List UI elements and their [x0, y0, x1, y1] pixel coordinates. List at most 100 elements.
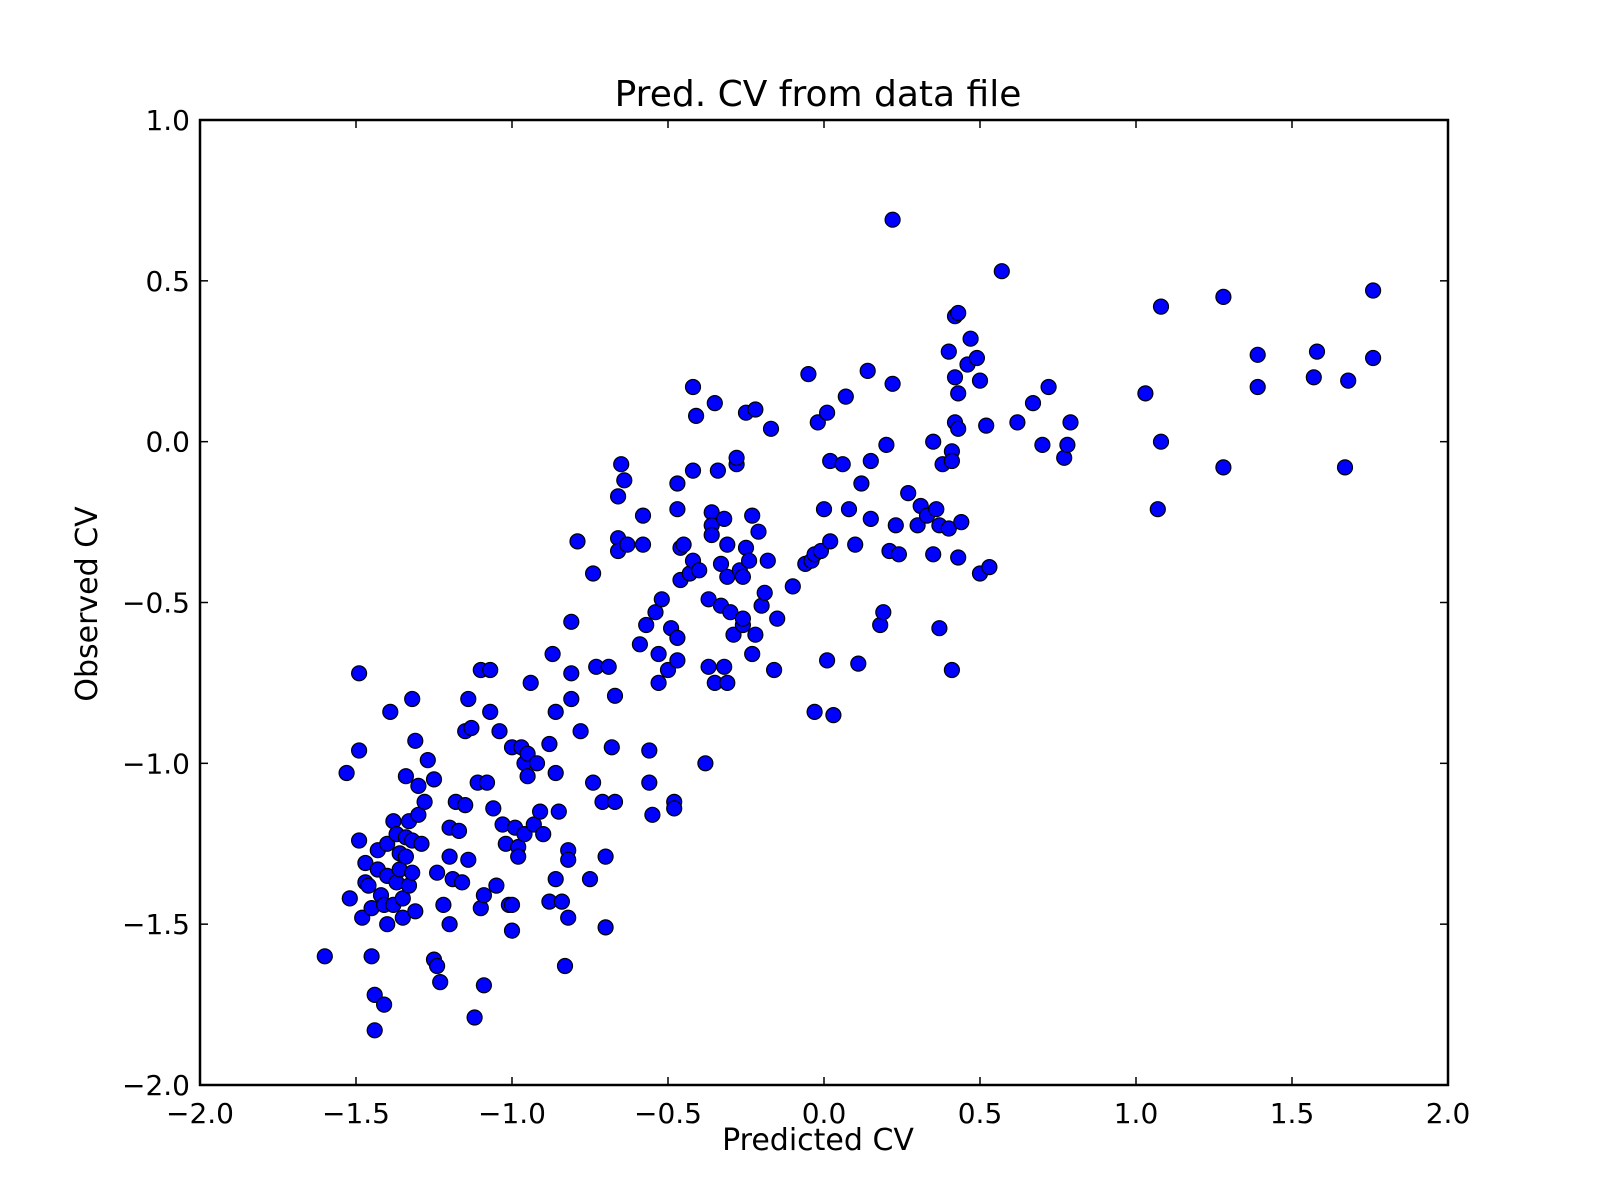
data-point-154: [684, 378, 702, 396]
data-point-145: [669, 629, 686, 647]
data-point-125: [609, 488, 627, 505]
x-tick-label-7: 1.5: [1270, 1097, 1315, 1130]
data-point-90: [522, 674, 539, 692]
data-point-84: [510, 848, 527, 865]
data-point-265: [1149, 501, 1166, 518]
data-point-129: [631, 636, 649, 653]
data-point-264: [1137, 385, 1154, 402]
data-point-92: [528, 755, 546, 772]
data-point-213: [850, 655, 867, 672]
data-point-209: [834, 456, 851, 473]
data-point-230: [925, 546, 942, 563]
data-point-108: [563, 690, 580, 708]
data-point-243: [946, 369, 964, 386]
data-point-103: [556, 957, 574, 975]
data-point-39: [407, 732, 424, 749]
data-point-206: [822, 533, 839, 550]
data-point-166: [712, 555, 730, 573]
data-point-132: [638, 616, 655, 634]
data-point-156: [691, 562, 708, 579]
data-point-258: [1024, 395, 1042, 412]
data-point-106: [560, 851, 577, 868]
data-point-107: [563, 665, 580, 682]
data-point-197: [800, 366, 817, 383]
data-point-114: [584, 565, 602, 582]
data-point-257: [1009, 414, 1026, 431]
data-point-37: [404, 864, 421, 881]
data-point-268: [1215, 288, 1232, 305]
data-point-109: [563, 613, 580, 630]
data-point-71: [482, 703, 499, 721]
data-point-199: [806, 703, 823, 721]
y-axis-label: Observed CV: [70, 506, 105, 702]
data-point-226: [900, 485, 917, 502]
data-point-22: [382, 703, 399, 721]
x-tick-label-3: −0.5: [634, 1097, 702, 1130]
data-point-29: [394, 909, 411, 926]
data-point-120: [603, 739, 620, 756]
data-point-150: [675, 536, 692, 553]
data-point-130: [634, 507, 652, 524]
data-point-267: [1152, 298, 1170, 315]
data-point-2: [341, 890, 358, 907]
data-point-210: [837, 388, 854, 405]
data-point-68: [475, 887, 492, 904]
data-point-52: [441, 916, 458, 933]
data-point-270: [1249, 346, 1266, 363]
data-point-203: [815, 501, 833, 518]
data-point-231: [925, 433, 942, 450]
data-point-128: [619, 536, 636, 553]
data-point-138: [650, 645, 667, 663]
data-point-101: [550, 803, 567, 820]
data-point-246: [950, 385, 967, 402]
data-point-134: [641, 774, 658, 791]
data-point-6: [354, 909, 371, 926]
plot-area: [200, 120, 1448, 1085]
data-point-13: [366, 1022, 383, 1039]
data-point-122: [606, 793, 624, 811]
data-point-74: [488, 877, 505, 894]
data-point-127: [616, 472, 633, 489]
data-point-88: [519, 745, 536, 762]
data-point-7: [357, 854, 374, 872]
x-tick-label-8: 2.0: [1426, 1097, 1471, 1130]
y-tick-label-0: 1.0: [145, 104, 190, 137]
data-point-89: [519, 768, 536, 785]
data-point-176: [728, 449, 745, 466]
data-point-51: [435, 896, 452, 914]
data-point-98: [547, 703, 564, 721]
data-point-112: [581, 870, 599, 888]
data-point-250: [962, 330, 979, 347]
data-point-126: [613, 456, 630, 473]
data-point-33: [397, 848, 414, 865]
data-point-135: [644, 806, 661, 823]
data-point-227: [909, 517, 926, 534]
data-point-252: [971, 372, 989, 389]
data-point-225: [890, 546, 908, 563]
data-point-157: [697, 755, 714, 772]
data-point-272: [1305, 369, 1322, 386]
data-point-58: [454, 874, 471, 891]
data-point-172: [719, 674, 736, 692]
data-point-263: [1062, 414, 1079, 431]
data-point-232: [928, 501, 945, 518]
data-point-72: [482, 661, 499, 679]
data-point-99: [547, 764, 564, 782]
data-point-73: [485, 800, 502, 817]
chart-title: Pred. CV from data file: [615, 74, 1022, 115]
data-point-60: [457, 796, 474, 814]
data-point-63: [463, 719, 480, 737]
data-point-1: [338, 764, 355, 782]
data-point-155: [687, 407, 705, 424]
data-point-223: [884, 375, 901, 392]
data-point-20: [379, 916, 396, 933]
data-point-144: [669, 652, 686, 669]
data-point-251: [968, 349, 986, 367]
data-point-102: [553, 893, 571, 910]
data-point-119: [600, 658, 617, 675]
data-point-139: [653, 591, 670, 608]
data-point-100: [547, 870, 564, 888]
data-point-255: [981, 558, 998, 576]
data-point-143: [666, 800, 683, 817]
data-point-266: [1152, 433, 1170, 450]
